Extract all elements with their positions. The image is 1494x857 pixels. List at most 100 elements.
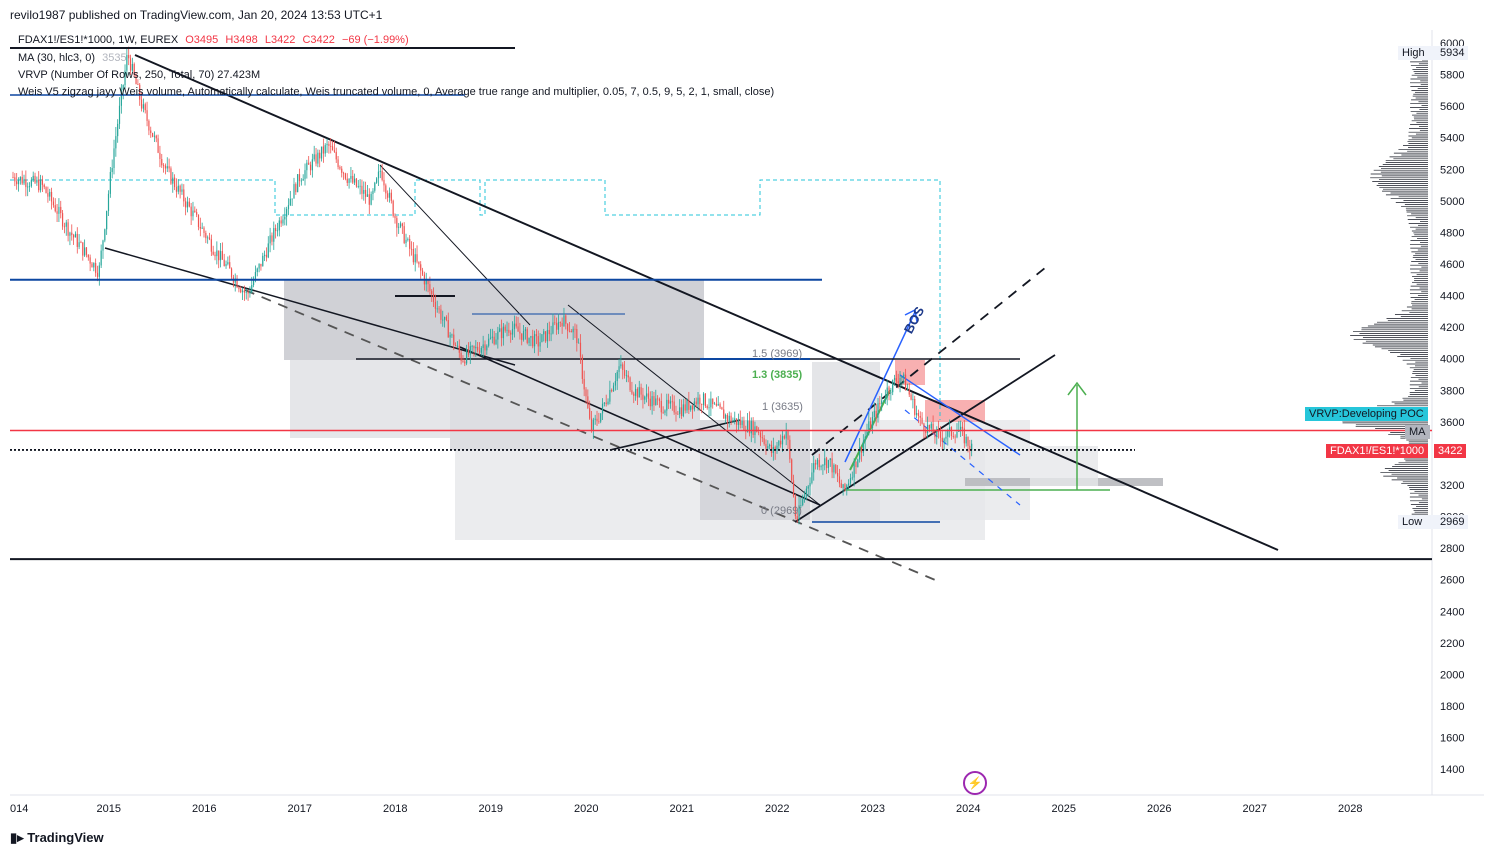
candle-body: [333, 150, 335, 152]
candle-body: [651, 396, 653, 407]
legend-symbol[interactable]: FDAX1!/ES1!*1000, 1W, EUREX: [18, 34, 179, 46]
candle-body: [361, 185, 363, 194]
candle-body: [39, 179, 42, 191]
candle-body: [418, 261, 420, 265]
candle-body: [548, 329, 550, 335]
candle-body: [436, 308, 438, 310]
candle-body: [80, 242, 82, 244]
legend-weis[interactable]: Weis V5 zigzag jayy Weis volume, Automat…: [18, 86, 775, 98]
candle-body: [144, 104, 146, 111]
candle-body: [203, 227, 205, 233]
x-tick-label: 2016: [192, 803, 216, 815]
candle-body: [398, 226, 400, 228]
candle-body: [208, 237, 211, 240]
candle-body: [600, 413, 602, 422]
y-tick-label: 5800: [1440, 70, 1464, 82]
candle-body: [117, 123, 119, 137]
candle-body: [917, 413, 920, 416]
candle-body: [691, 405, 694, 410]
candle-body: [291, 198, 293, 200]
candle-body: [767, 446, 769, 449]
candle-body: [816, 459, 819, 465]
tradingview-logo[interactable]: ▮▸ TradingView: [10, 830, 104, 846]
candle-body: [761, 437, 763, 439]
candle-body: [679, 407, 681, 415]
candle-body: [719, 404, 721, 408]
candle-body: [903, 374, 905, 377]
legend-ma-value: 3535: [102, 52, 127, 64]
x-tick-label: 2019: [479, 803, 503, 815]
price-tag: 3422: [1434, 444, 1467, 458]
candle-body: [570, 330, 572, 333]
candle-body: [969, 445, 971, 451]
candle-body: [820, 466, 822, 468]
candle-body: [794, 496, 796, 517]
candle-body: [394, 215, 396, 219]
candle-body: [945, 436, 947, 439]
poc-label: VRVP:Developing POC: [1305, 407, 1428, 421]
candle-body: [572, 328, 574, 333]
x-tick-label: 2027: [1243, 803, 1267, 815]
cyan-dashed-zone: [10, 179, 941, 420]
candle-body: [607, 401, 609, 404]
candle-body: [124, 70, 126, 86]
candle-body: [264, 254, 266, 256]
candle-body: [723, 409, 725, 419]
candle-body: [54, 205, 56, 212]
candle-body: [892, 379, 894, 393]
zone-box: [284, 280, 704, 360]
candle-body: [265, 254, 268, 258]
candle-body: [102, 240, 104, 251]
y-tick-label: 2400: [1440, 606, 1464, 618]
candle-body: [150, 130, 152, 133]
candle-body: [601, 403, 604, 414]
candle-body: [76, 233, 78, 247]
candle-body: [792, 480, 795, 497]
candle-body: [399, 223, 402, 227]
candle-body: [409, 238, 411, 249]
candle-body: [495, 339, 497, 345]
candle-body: [743, 420, 745, 430]
candle-body: [803, 495, 806, 500]
candle-body: [860, 447, 863, 453]
candle-body: [297, 174, 299, 193]
candle-body: [96, 272, 99, 277]
candle-body: [416, 254, 418, 262]
candle-body: [238, 287, 240, 290]
y-tick-label: 5000: [1440, 196, 1464, 208]
candle-body: [717, 404, 719, 406]
candle-body: [50, 191, 53, 202]
legend-low: L3422: [264, 34, 296, 46]
candle-body: [612, 385, 615, 392]
candle-body: [695, 401, 697, 405]
candle-body: [537, 336, 539, 347]
candle-body: [660, 400, 662, 413]
candle-body: [390, 192, 392, 201]
zone-box: [290, 360, 450, 438]
candle-body: [765, 443, 767, 449]
candle-body: [491, 336, 493, 338]
candle-body: [104, 229, 106, 241]
legend-open: O3495: [185, 34, 219, 46]
candle-body: [622, 364, 624, 370]
candle-body: [392, 200, 394, 216]
candle-body: [770, 444, 773, 454]
candle-body: [357, 186, 359, 187]
candle-body: [190, 206, 192, 217]
y-tick-label: 1600: [1440, 733, 1464, 745]
y-tick-label: 3600: [1440, 417, 1464, 429]
candle-body: [227, 262, 229, 265]
candle-body: [438, 308, 440, 310]
candle-body: [47, 193, 49, 197]
candle-body: [71, 232, 73, 236]
lightning-icon[interactable]: ⚡: [963, 771, 987, 795]
candle-body: [934, 433, 936, 438]
candle-body: [664, 410, 666, 413]
candle-body: [379, 170, 381, 172]
candle-body: [673, 401, 675, 413]
candle-body: [252, 280, 255, 286]
legend-vrvp[interactable]: VRVP (Number Of Rows, 250, Total, 70) 27…: [18, 69, 261, 81]
candle-body: [855, 461, 857, 468]
legend-ma-row[interactable]: MA (30, hlc3, 0) 3535: [18, 52, 127, 64]
